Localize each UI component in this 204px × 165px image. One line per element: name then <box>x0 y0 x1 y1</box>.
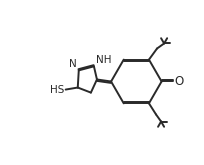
Text: N: N <box>69 59 77 69</box>
Text: HS: HS <box>50 85 64 95</box>
Text: O: O <box>174 75 183 88</box>
Text: NH: NH <box>95 55 111 65</box>
